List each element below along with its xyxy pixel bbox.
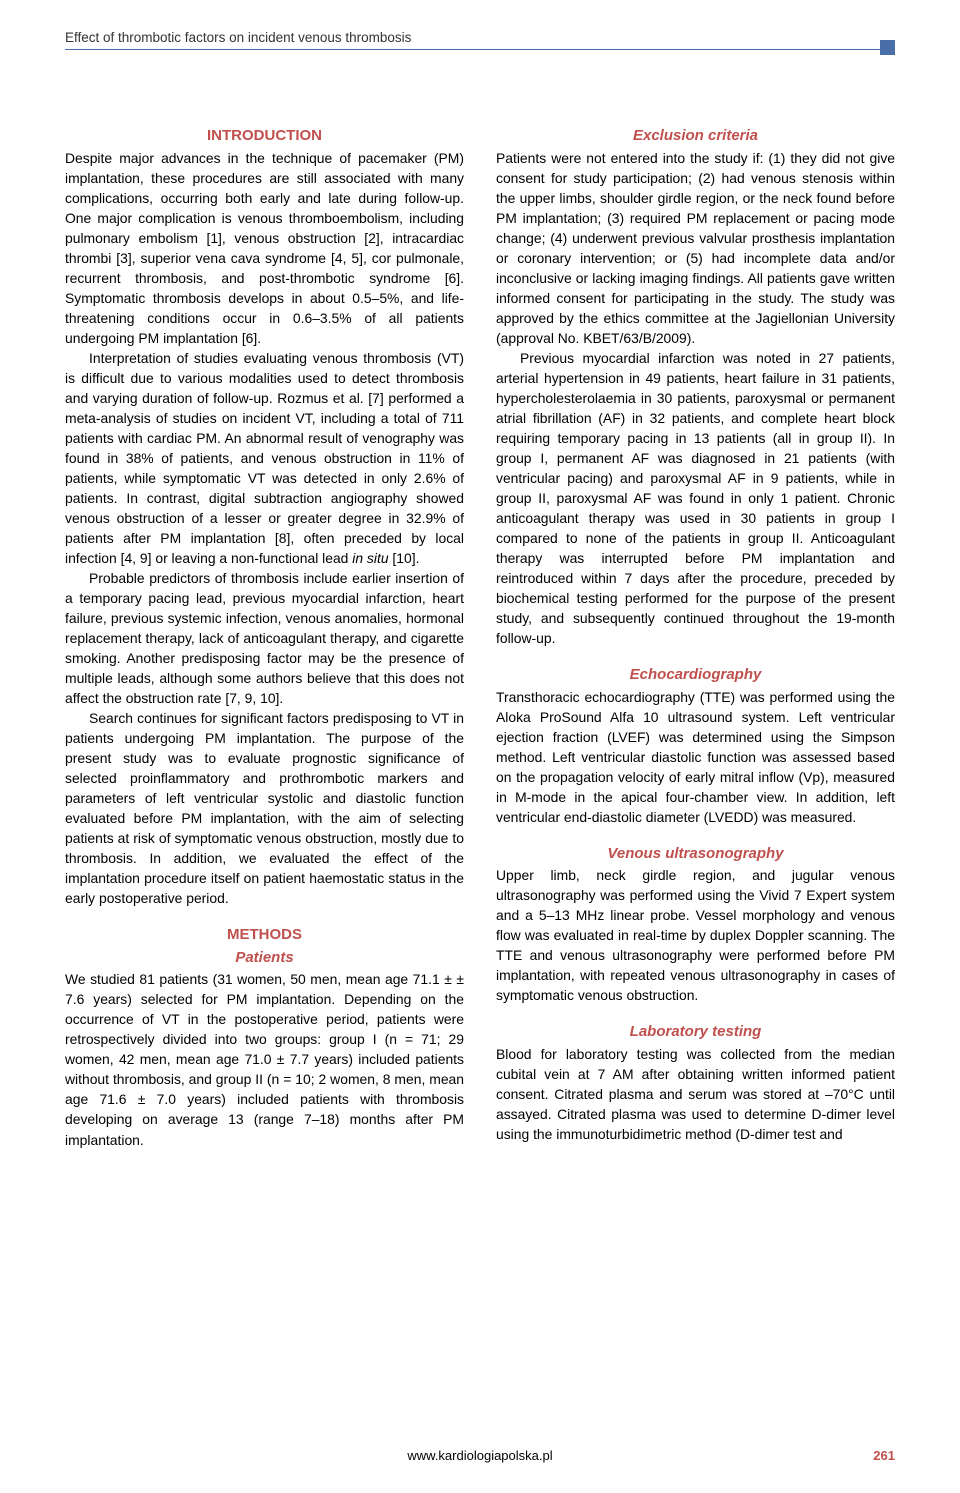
intro-paragraph-4: Search continues for significant factors… [65,708,464,908]
lab-subheading: Laboratory testing [496,1021,895,1043]
right-column: Exclusion criteria Patients were not ent… [496,125,895,1150]
venous-subheading: Venous ultrasonography [496,843,895,865]
exclusion-paragraph-2: Previous myocardial infarction was noted… [496,348,895,648]
left-column: INTRODUCTION Despite major advances in t… [65,125,464,1150]
intro-paragraph-2: Interpretation of studies evaluating ven… [65,348,464,568]
patients-subheading: Patients [65,947,464,969]
page-number: 261 [873,1448,895,1463]
running-header: Effect of thrombotic factors on incident… [65,30,895,45]
content-columns: INTRODUCTION Despite major advances in t… [65,125,895,1150]
header-rule [65,49,895,53]
footer-url: www.kardiologiapolska.pl [407,1448,552,1463]
lab-paragraph: Blood for laboratory testing was collect… [496,1044,895,1144]
venous-paragraph: Upper limb, neck girdle region, and jugu… [496,865,895,1005]
methods-paragraph-patients: We studied 81 patients (31 women, 50 men… [65,969,464,1149]
echo-subheading: Echocardiography [496,664,895,686]
methods-heading: METHODS [65,924,464,946]
exclusion-paragraph-1: Patients were not entered into the study… [496,148,895,348]
page-footer: www.kardiologiapolska.pl 261 [65,1448,895,1463]
intro-paragraph-1: Despite major advances in the technique … [65,148,464,348]
introduction-heading: INTRODUCTION [65,125,464,147]
echo-paragraph: Transthoracic echocardiography (TTE) was… [496,687,895,827]
exclusion-subheading: Exclusion criteria [496,125,895,147]
intro-paragraph-3: Probable predictors of thrombosis includ… [65,568,464,708]
